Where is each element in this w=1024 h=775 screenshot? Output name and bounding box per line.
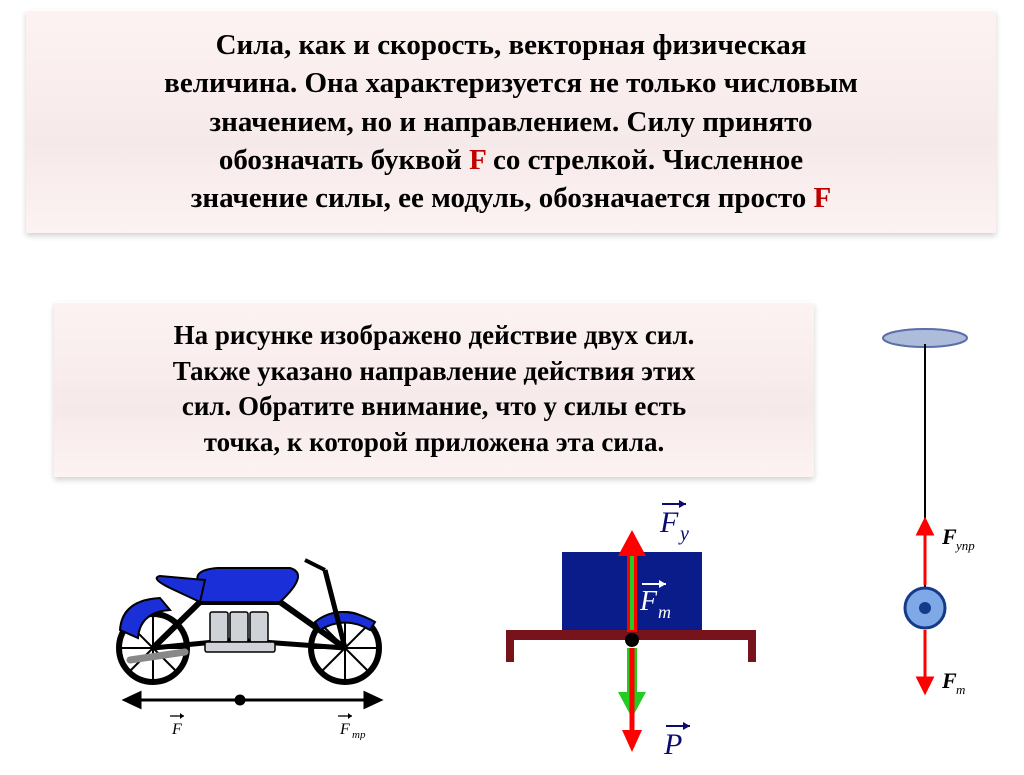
def-line2: величина. Она характеризуется не только …: [164, 67, 858, 99]
surface-leg-right: [748, 640, 756, 662]
moto-label-F-right: F: [339, 721, 350, 738]
block-diagram: F у F т P: [500, 490, 800, 760]
hanging-ball: [905, 588, 945, 628]
label-Fupr-sub: упр: [954, 538, 975, 553]
spring-diagram: F упр F т: [870, 320, 1010, 720]
def-line4-F: F: [469, 144, 486, 176]
arrow-Fupr: [918, 520, 932, 585]
note-line1: На рисунке изображено действие двух сил.: [174, 320, 695, 350]
diagram-note-panel: На рисунке изображено действие двух сил.…: [54, 302, 814, 477]
moto-label-F-left: F: [171, 721, 182, 738]
def-line4a: обозначать буквой: [219, 144, 469, 176]
arrow-Ft-ball: [918, 630, 932, 692]
def-line1: Сила, как и скорость, векторная физическ…: [216, 29, 807, 61]
motorcycle-diagram: F F тр: [90, 530, 430, 740]
block-svg: F у F т P: [500, 490, 800, 770]
note-line2: Также указано направление действия этих: [173, 356, 696, 386]
def-line3: значением, но и направлением. Силу приня…: [210, 106, 813, 138]
block-center-dot: [625, 633, 639, 647]
label-Fupr: F: [941, 524, 957, 549]
moto-force-arrows: [125, 693, 380, 707]
def-line5a: значение силы, ее модуль, обозначается п…: [191, 182, 814, 214]
moto-engine: [205, 612, 275, 652]
label-Ft-spring: F: [941, 668, 957, 693]
motorcycle-svg: F F тр: [90, 530, 430, 740]
note-line3: сил. Обратите внимание, что у силы есть: [182, 391, 686, 421]
moto-labels: F F тр: [170, 713, 366, 740]
label-Ft-spring-sub: т: [956, 682, 965, 697]
definition-panel: Сила, как и скорость, векторная физическ…: [26, 10, 996, 233]
label-Fy: F: [659, 506, 679, 539]
label-Ft: F: [639, 586, 658, 617]
spring-svg: F упр F т: [870, 320, 1010, 720]
moto-body: [120, 560, 375, 660]
def-line4b: со стрелкой. Численное: [486, 144, 803, 176]
label-Ft-sub: т: [658, 602, 671, 622]
moto-label-F-right-sub: тр: [352, 729, 366, 740]
surface-leg-left: [506, 640, 514, 662]
def-line5-F: F: [814, 182, 832, 214]
label-Fy-sub: у: [678, 523, 689, 545]
label-P: P: [663, 728, 682, 761]
note-line4: точка, к которой приложена эта сила.: [204, 427, 665, 457]
